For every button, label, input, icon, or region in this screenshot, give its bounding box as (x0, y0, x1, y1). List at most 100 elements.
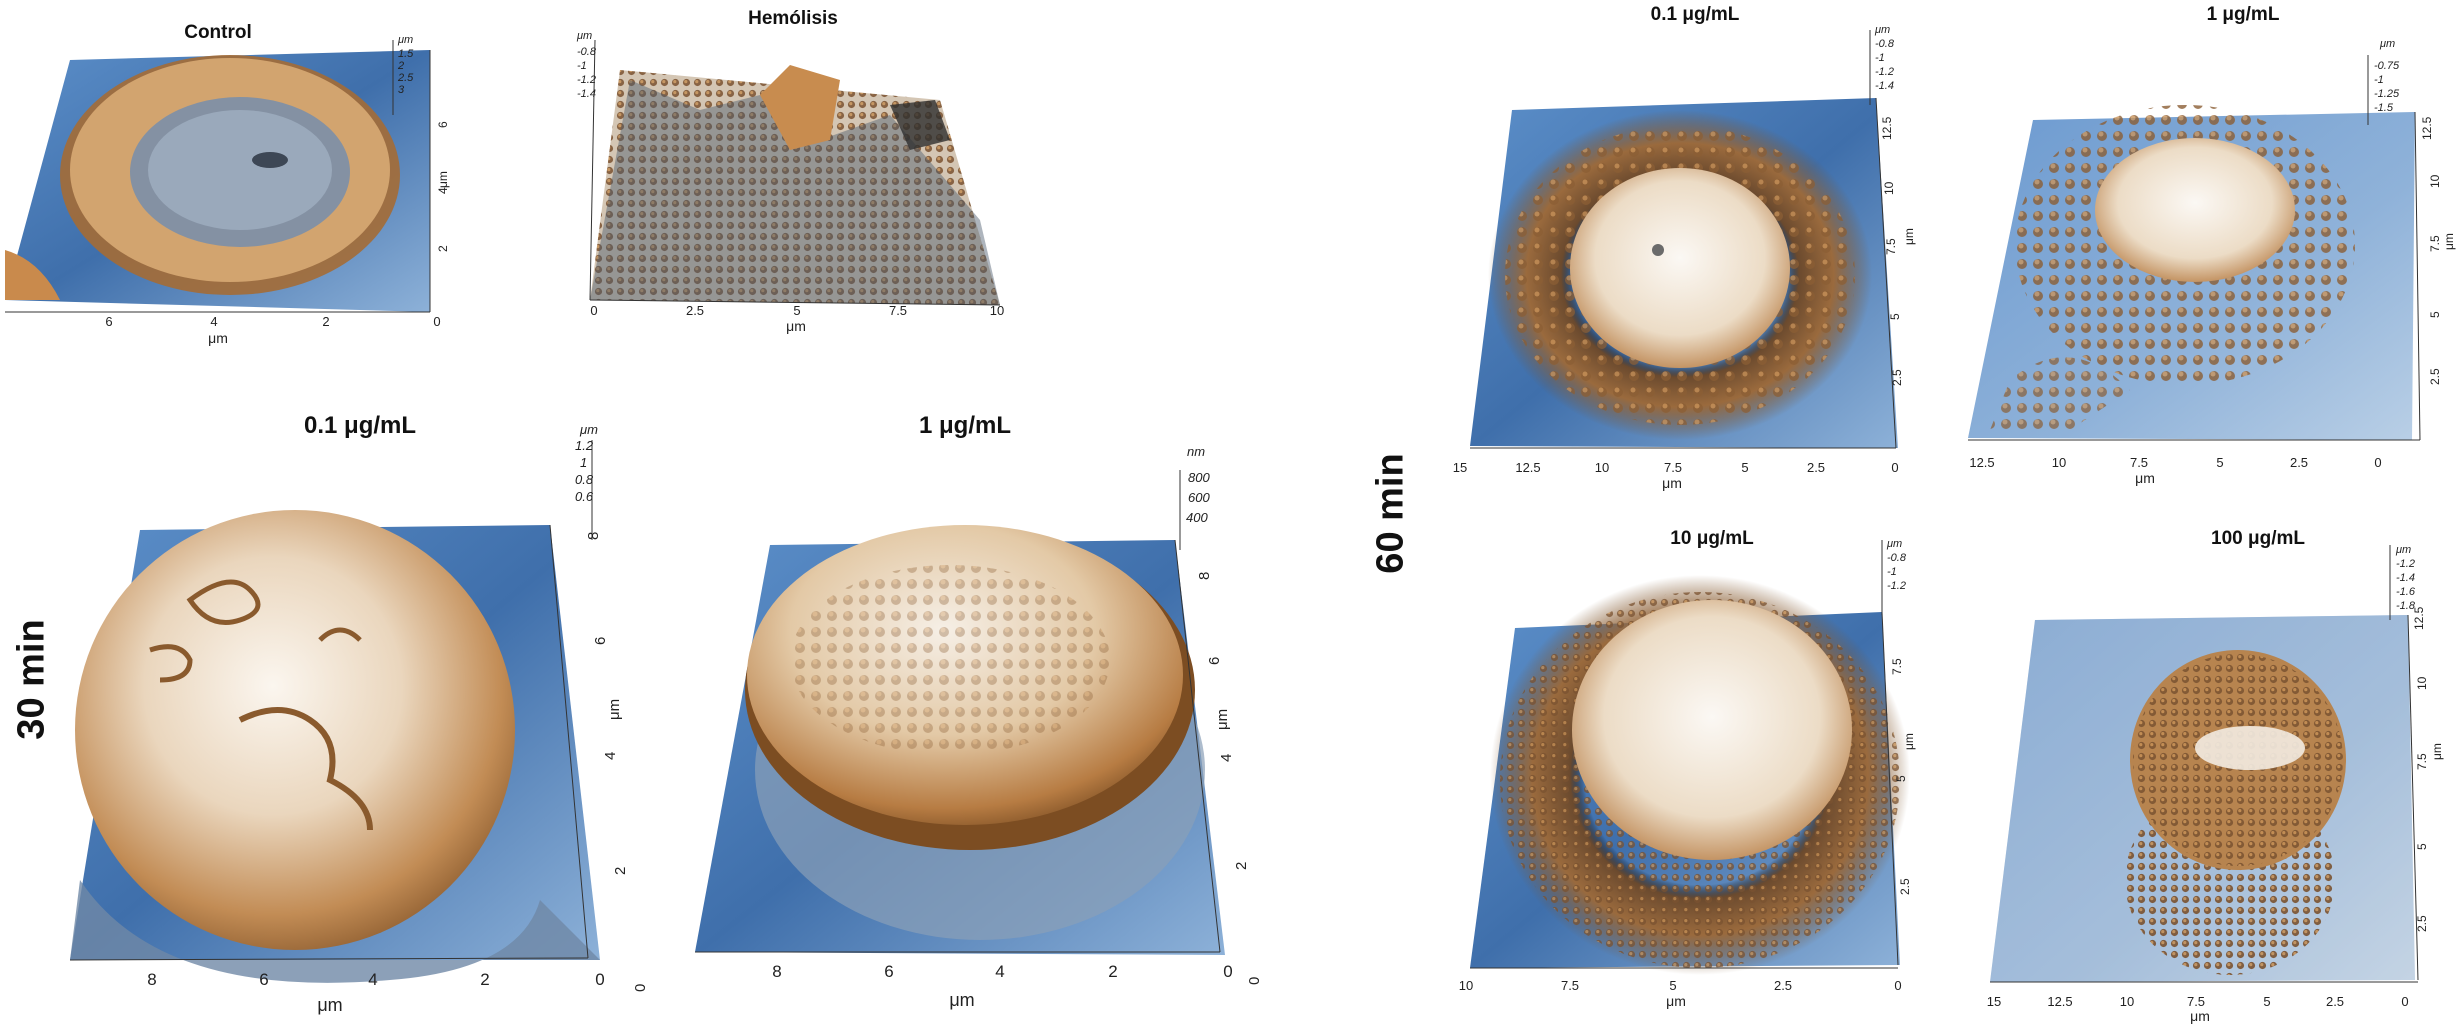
panel-control: Control 6 4 2 0 μm 2 4 6 μm μm 1.5 2 2.5… (0, 0, 480, 350)
z-tick: 400 (1186, 510, 1208, 525)
y-tick: 5 (2415, 843, 2429, 850)
time-label-60min: 60 min (1369, 453, 1412, 574)
x-tick: 2.5 (685, 303, 705, 318)
panel-hemolisis: Hemólisis 0 2.5 5 7.5 10 μm μm -0.8 -1 -… (560, 0, 1020, 350)
x-tick: 5 (793, 303, 801, 318)
x-tick: 2.5 (2325, 994, 2345, 1009)
z-tick: -1.5 (2374, 102, 2393, 114)
x-tick: 5 (2263, 994, 2271, 1009)
y-axis-unit: μm (2442, 233, 2456, 250)
z-tick: 3 (398, 84, 405, 96)
y-tick: 7.5 (2428, 235, 2442, 252)
z-tick: 0.8 (575, 472, 594, 487)
y-axis-unit: μm (2430, 743, 2444, 760)
x-tick: 6 (259, 970, 269, 989)
panel-title: 100 μg/mL (2211, 528, 2305, 549)
z-tick: -1 (577, 60, 587, 72)
x-tick: 7.5 (2129, 455, 2149, 470)
panel-30min-0.1: 0.1 μg/mL 8 6 4 2 0 μm 0 2 4 6 8 μm μm 1… (40, 400, 660, 1033)
y-tick: 8 (1196, 571, 1213, 580)
y-tick: 4 (436, 187, 450, 194)
x-axis-unit: μm (2135, 470, 2155, 486)
x-tick: 8 (772, 962, 782, 981)
afm-image-30min-1 (695, 470, 1225, 955)
z-tick: μm (1875, 24, 1891, 36)
z-tick: -1.4 (2396, 572, 2415, 584)
x-tick: 0 (2401, 994, 2409, 1009)
z-tick: 1.5 (398, 48, 414, 60)
x-tick: 10 (2119, 994, 2135, 1009)
x-tick: 10 (1458, 978, 1474, 993)
y-tick: 5 (1894, 775, 1908, 782)
panel-title: 10 μg/mL (1670, 528, 1754, 549)
y-tick: 10 (2428, 174, 2442, 188)
x-axis-unit: μm (1666, 993, 1686, 1009)
y-tick: 0 (632, 983, 649, 992)
y-tick: 6 (1206, 656, 1223, 665)
z-tick: 1 (580, 455, 588, 470)
panel-60min-0.1: 0.1 μg/mL 15 12.5 10 7.5 5 2.5 0 μm 2.5 … (1450, 0, 1930, 500)
x-tick: 7.5 (2186, 994, 2206, 1009)
z-tick: -1.2 (2396, 558, 2415, 570)
x-tick: 2.5 (1773, 978, 1793, 993)
y-tick: 0 (1246, 976, 1263, 985)
y-tick: 10 (2415, 676, 2429, 690)
y-tick: 2.5 (2415, 915, 2429, 932)
y-tick: 2.5 (1890, 369, 1904, 386)
z-tick: μm (2380, 38, 2396, 50)
z-tick: μm (577, 30, 593, 42)
x-tick: 4 (368, 970, 378, 989)
panel-60min-10: 10 μg/mL 10 7.5 5 2.5 0 μm 2.5 5 7.5 μm … (1450, 520, 1930, 1033)
x-axis-unit: μm (2190, 1008, 2210, 1024)
z-tick: -1.2 (1875, 66, 1894, 78)
z-tick: μm (398, 34, 414, 46)
x-tick: 12.5 (2047, 994, 2073, 1009)
y-tick: 2.5 (2428, 368, 2442, 385)
y-tick: 8 (585, 531, 602, 540)
x-tick: 7.5 (1663, 460, 1683, 475)
x-tick: 0 (1894, 978, 1902, 993)
z-tick: -1.4 (1875, 80, 1894, 92)
afm-image-60min-0.1 (1470, 30, 1898, 449)
y-tick: 7.5 (1890, 658, 1904, 675)
y-tick: 5 (1888, 313, 1902, 320)
x-tick: 5 (1741, 460, 1749, 475)
y-tick: 2.5 (1898, 878, 1912, 895)
x-tick: 6 (884, 962, 894, 981)
x-axis-unit: μm (1662, 475, 1682, 491)
z-tick: 2.5 (398, 72, 414, 84)
z-tick: -0.8 (577, 46, 596, 58)
x-tick: 15 (1452, 460, 1468, 475)
x-tick: 6 (105, 314, 113, 329)
x-tick: 0 (590, 303, 598, 318)
x-tick: 4 (210, 314, 218, 329)
y-tick: 10 (1882, 181, 1896, 195)
afm-image-control (5, 40, 431, 313)
x-tick: 10 (989, 303, 1005, 318)
x-tick: 10 (1594, 460, 1610, 475)
afm-image-30min-0.1 (69, 440, 600, 983)
x-tick: 12.5 (1969, 455, 1995, 470)
afm-image-60min-100 (1990, 545, 2419, 983)
x-axis-unit: μm (786, 318, 806, 334)
z-tick: -1.2 (1887, 580, 1906, 592)
afm-image-hemolisis (589, 39, 1001, 306)
panel-title: 0.1 μg/mL (1650, 4, 1740, 25)
x-tick: 2 (480, 970, 490, 989)
z-tick: -1 (2374, 74, 2384, 86)
x-tick: 2.5 (2289, 455, 2309, 470)
x-axis-unit: μm (949, 990, 975, 1010)
panel-title: 1 μg/mL (918, 412, 1012, 439)
panel-title: Control (184, 22, 252, 43)
panel-title: 1 μg/mL (2206, 4, 2280, 25)
z-tick: -1.4 (577, 88, 596, 100)
x-tick: 2 (322, 314, 330, 329)
z-tick: -1.2 (577, 74, 596, 86)
z-tick: 0.6 (575, 489, 594, 504)
x-axis-unit: μm (208, 330, 228, 346)
x-tick: 4 (995, 962, 1005, 981)
x-tick: 7.5 (888, 303, 908, 318)
x-tick: 0 (1223, 962, 1233, 981)
panel-title: Hemólisis (748, 8, 838, 29)
z-tick: -0.75 (2374, 60, 2400, 72)
